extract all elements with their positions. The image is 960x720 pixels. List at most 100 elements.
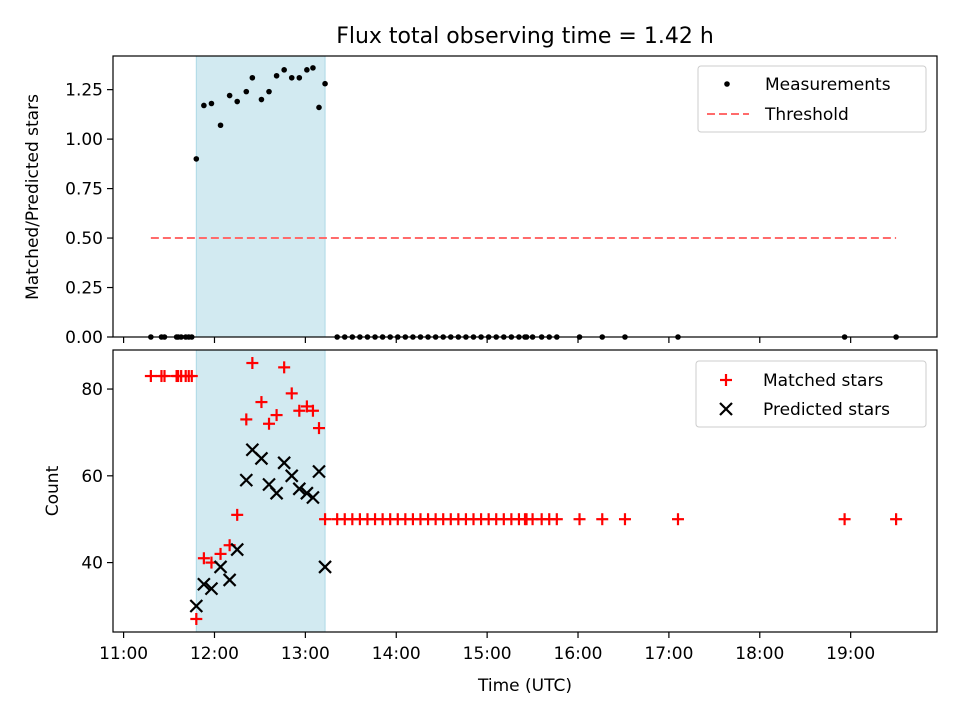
predicted-star-marker [189, 599, 204, 613]
y-tick-label: 0.50 [65, 229, 103, 249]
matched-star-marker [285, 387, 298, 400]
matched-star-marker [573, 513, 586, 526]
y-tick-label: 0.25 [65, 279, 103, 299]
x-tick-label: 18:00 [735, 644, 784, 664]
matched-star-marker [293, 404, 306, 417]
y-tick-label: 1.25 [65, 81, 103, 101]
matched-star-marker [890, 513, 903, 526]
y-tick-label: 0.75 [65, 180, 103, 200]
measurement-point [310, 65, 316, 71]
measurement-point [266, 88, 272, 95]
top-legend-box [697, 65, 927, 133]
legend-measurements-marker [724, 81, 730, 87]
predicted-star-marker [222, 573, 237, 587]
bottom-x-ticks: 11:00 12:00 13:00 14:00 15:00 16:00 17:00 18:00… [99, 632, 875, 664]
predicted-star-marker [254, 451, 269, 466]
bottom-series [144, 357, 903, 625]
top-shaded-span [195, 55, 326, 338]
measurement-point [322, 80, 328, 87]
matched-star-marker [618, 513, 631, 526]
legend-predicted-marker [719, 402, 733, 416]
measurement-point [258, 96, 265, 103]
predicted-star-marker [292, 482, 307, 496]
measurement-point [288, 74, 295, 81]
predicted-star-marker [197, 577, 211, 592]
matched-star-marker [214, 547, 227, 560]
measurement-point [201, 102, 207, 109]
y-tick-label: 60 [81, 467, 103, 487]
top-panel: 0.00 0.25 0.50 0.75 1.00 1.25 Matched/Predict… [23, 55, 938, 348]
bottom-panel: 40 60 80 11:00 12:00 13:00 14:00 15:00 16:00 17:… [43, 349, 938, 664]
x-tick-label: 12:00 [190, 644, 239, 664]
matched-star-marker [596, 513, 609, 526]
matched-star-marker [306, 404, 319, 417]
predicted-star-marker [312, 464, 326, 479]
bottom-legend-box [695, 360, 927, 428]
x-tick-label: 14:00 [372, 644, 421, 664]
shaded-span-rect [195, 55, 326, 338]
matched-star-marker [319, 513, 332, 526]
bottom-y-axis-label: Count [43, 465, 63, 516]
matched-star-marker [300, 400, 313, 413]
bottom-legend: Matched stars Predicted stars [695, 360, 927, 428]
figure-title: Flux total observing time = 1.42 h [336, 24, 714, 49]
predicted-star-marker [204, 581, 219, 596]
legend-predicted-label: Predicted stars [763, 400, 890, 420]
x-tick-label: 15:00 [463, 644, 512, 664]
top-y-ticks: 0.00 0.25 0.50 0.75 1.00 1.25 [65, 81, 113, 348]
predicted-star-marker [277, 456, 291, 470]
top-legend: Measurements Threshold [697, 65, 927, 133]
measurement-point [304, 67, 310, 73]
measurement-point [316, 104, 322, 111]
x-tick-label: 19:00 [826, 644, 875, 664]
top-axes-frame [112, 55, 938, 338]
measurement-point [296, 74, 303, 81]
x-tick-label: 13:00 [281, 644, 330, 664]
predicted-star-marker [230, 542, 244, 557]
x-axis-label: Time (UTC) [477, 676, 572, 696]
measurement-point [249, 74, 256, 81]
matched-star-marker [231, 508, 244, 521]
measurement-point [273, 72, 280, 79]
measurement-point [217, 122, 224, 129]
legend-threshold-label: Threshold [764, 105, 849, 125]
y-tick-label: 1.00 [65, 130, 103, 150]
matched-star-marker [550, 513, 563, 526]
measurement-point [243, 88, 250, 95]
measurement-point [234, 98, 241, 105]
matched-star-marker [185, 370, 198, 383]
predicted-star-marker [300, 486, 314, 500]
matched-star-marker [144, 370, 157, 383]
bottom-axes-frame [112, 349, 938, 633]
legend-matched-marker [720, 374, 732, 386]
matched-star-marker [240, 413, 253, 426]
matched-star-marker [270, 409, 283, 422]
matched-star-marker [838, 513, 851, 526]
matched-star-marker [197, 552, 210, 565]
matched-star-marker [255, 396, 268, 409]
predicted-star-marker [306, 490, 320, 505]
measurement-point [208, 100, 215, 107]
measurement-point [193, 156, 200, 162]
measurement-point [226, 92, 233, 99]
matched-star-marker [246, 357, 259, 370]
bottom-y-ticks: 40 60 80 [81, 380, 113, 574]
x-tick-label: 11:00 [99, 644, 148, 664]
top-x-ticks [123, 337, 852, 343]
matched-star-marker [158, 370, 171, 383]
matched-star-marker [671, 513, 684, 526]
matched-star-marker [313, 422, 325, 435]
x-tick-label: 17:00 [644, 644, 693, 664]
top-y-axis-label: Matched/Predicted stars [23, 94, 43, 300]
matched-star-marker [190, 612, 203, 625]
legend-matched-label: Matched stars [763, 371, 883, 391]
x-tick-label: 16:00 [554, 644, 603, 664]
predicted-star-marker [213, 560, 228, 574]
matched-star-marker [278, 361, 291, 374]
matched-star-marker [263, 417, 276, 430]
y-tick-label: 0.00 [65, 328, 103, 348]
y-tick-label: 80 [81, 380, 103, 400]
predicted-star-marker [318, 560, 332, 574]
predicted-star-marker [269, 486, 284, 500]
